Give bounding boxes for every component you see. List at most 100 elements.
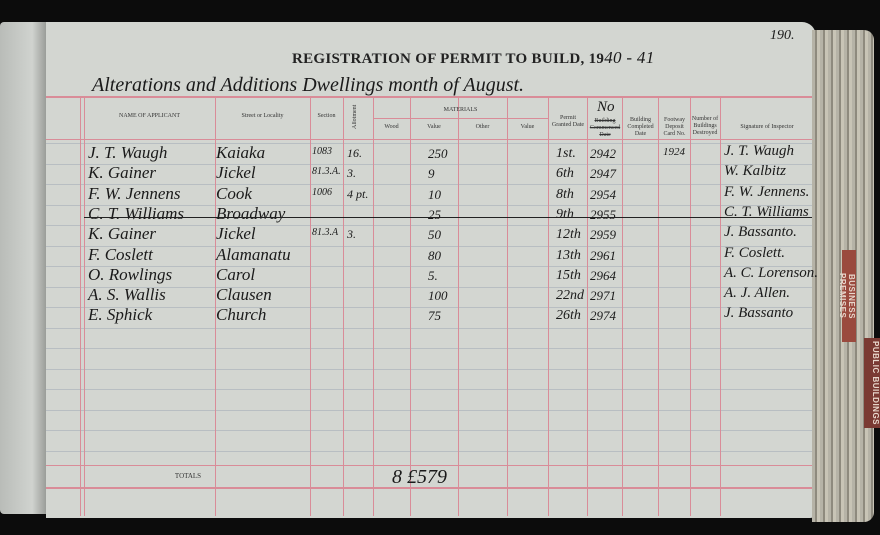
- cell-value: 250: [428, 146, 448, 161]
- cell-no: 2954: [590, 186, 616, 202]
- cell-section: 1083: [312, 146, 332, 157]
- header-materials: MATERIALS: [443, 107, 478, 113]
- cell-value: 9: [428, 166, 435, 182]
- cell-no: 2955: [590, 206, 616, 222]
- cell-signature: A. C. Lorenson.: [724, 264, 819, 281]
- header-value-1: Value: [427, 124, 441, 130]
- cell-value: 25: [428, 206, 441, 222]
- cell-name: J. T. Waugh: [88, 143, 168, 162]
- cell-no: 2974: [590, 308, 616, 324]
- header-no-handwritten: No: [597, 99, 615, 115]
- cell-no: 2959: [590, 227, 616, 243]
- cell-date: 8th: [556, 186, 574, 202]
- column-rule: [720, 96, 721, 516]
- cell-value: 100: [428, 288, 448, 304]
- cell-section: 1006: [312, 186, 332, 198]
- totals-bottom-rule: [46, 487, 812, 489]
- cell-allotment: 16.: [347, 146, 362, 160]
- column-rule: [410, 96, 411, 516]
- title-year: 40 - 41: [604, 48, 655, 67]
- header-bottom-rule: [46, 139, 812, 140]
- cell-name: A. S. Wallis: [88, 285, 166, 305]
- cell-date: 22nd: [556, 288, 584, 304]
- cell-signature: C. T. Williams: [724, 203, 809, 220]
- header-signature: Signature of Inspector: [740, 124, 794, 130]
- cell-footway: 1924: [663, 146, 685, 158]
- column-rule: [458, 96, 459, 516]
- ruled-line: [46, 430, 812, 431]
- cell-section: 81.3.A.: [312, 166, 341, 178]
- cell-name: F. W. Jennens: [88, 183, 181, 203]
- cell-signature: F. W. Jennens.: [724, 183, 810, 200]
- cell-allotment: 3.: [347, 227, 356, 242]
- cell-signature: J. Bassanto.: [724, 224, 797, 241]
- cell-value: 5.: [428, 267, 438, 283]
- cell-no: 2947: [590, 166, 616, 182]
- cell-date: 6th: [556, 166, 574, 182]
- cell-allotment: 4 pt.: [347, 186, 369, 201]
- column-rule: [215, 96, 216, 516]
- cell-name: O. Rowlings: [88, 264, 173, 284]
- total-value: 8 £579: [392, 466, 447, 488]
- index-tab-public-buildings[interactable]: PUBLIC BUILDINGS: [864, 338, 880, 428]
- cell-value: 75: [428, 308, 441, 324]
- cell-signature: W. Kalbitz: [724, 163, 786, 180]
- header-completed: Building Completed Date: [627, 117, 654, 137]
- cell-no: 2961: [590, 247, 616, 263]
- cell-value: 10: [428, 186, 441, 202]
- column-rule: [587, 96, 588, 516]
- column-rule: [658, 96, 659, 516]
- cell-name: C. T. Williams: [88, 203, 185, 223]
- title-printed: REGISTRATION OF PERMIT TO BUILD, 19: [292, 51, 605, 67]
- header-section: Section: [317, 113, 336, 119]
- ruled-line: [46, 204, 812, 206]
- ruled-line: [46, 266, 812, 267]
- header-value-2: Value: [520, 124, 535, 130]
- cell-date: 13th: [556, 247, 581, 263]
- ruled-line: [46, 225, 812, 226]
- column-rule: [690, 96, 691, 516]
- column-rule: [548, 96, 549, 516]
- cell-date: 15th: [556, 267, 581, 283]
- header-allotment: Allotment: [352, 104, 358, 130]
- subtitle: Alterations and Additions Dwellings mont…: [92, 74, 525, 96]
- index-tab-business-premises[interactable]: BUSINESS PREMISES: [838, 250, 856, 342]
- ruled-line: [46, 286, 812, 288]
- ruled-line: [46, 389, 812, 390]
- header-footway: Footway Deposit Card No.: [663, 117, 686, 137]
- cell-signature: F. Coslett.: [724, 244, 785, 261]
- cell-street: Clausen: [216, 285, 272, 305]
- page-title: REGISTRATION OF PERMIT TO BUILD, 1940 - …: [292, 49, 655, 68]
- ruled-line: [46, 163, 812, 165]
- ruled-line: [46, 143, 812, 144]
- header-commenced: Building Commenced Date: [589, 118, 621, 138]
- cell-signature: A. J. Allen.: [724, 285, 790, 302]
- column-rule: [84, 96, 85, 516]
- page-number: 190.: [770, 28, 795, 43]
- cell-street: Jickel: [216, 224, 256, 244]
- cell-street: Jickel: [216, 163, 256, 183]
- cell-street: Cook: [216, 183, 252, 203]
- header-wood: Wood: [384, 124, 399, 130]
- cell-name: F. Coslett: [88, 244, 153, 264]
- cell-signature: J. T. Waugh: [724, 143, 795, 159]
- header-name: NAME OF APPLICANT: [118, 113, 180, 119]
- column-rule: [343, 96, 344, 516]
- materials-rule: [373, 118, 548, 119]
- ruled-line: [46, 450, 812, 452]
- cell-value: 50: [428, 227, 441, 243]
- ruled-line: [46, 348, 812, 349]
- cell-street: Alamanatu: [216, 244, 291, 264]
- ruled-line: [46, 409, 812, 411]
- header-street: Street or Locality: [241, 113, 284, 119]
- cell-name: K. Gainer: [88, 163, 156, 183]
- cell-signature: J. Bassanto: [724, 305, 794, 322]
- cell-street: Carol: [216, 264, 256, 284]
- cell-allotment: 3.: [347, 166, 356, 181]
- cell-section: 81.3.A: [312, 227, 339, 239]
- cell-street: Broadway: [216, 203, 286, 223]
- ruled-line: [46, 307, 812, 308]
- cell-no: 2971: [590, 288, 616, 304]
- totals-label: TOTALS: [174, 472, 202, 480]
- strike-through-line: [84, 216, 812, 218]
